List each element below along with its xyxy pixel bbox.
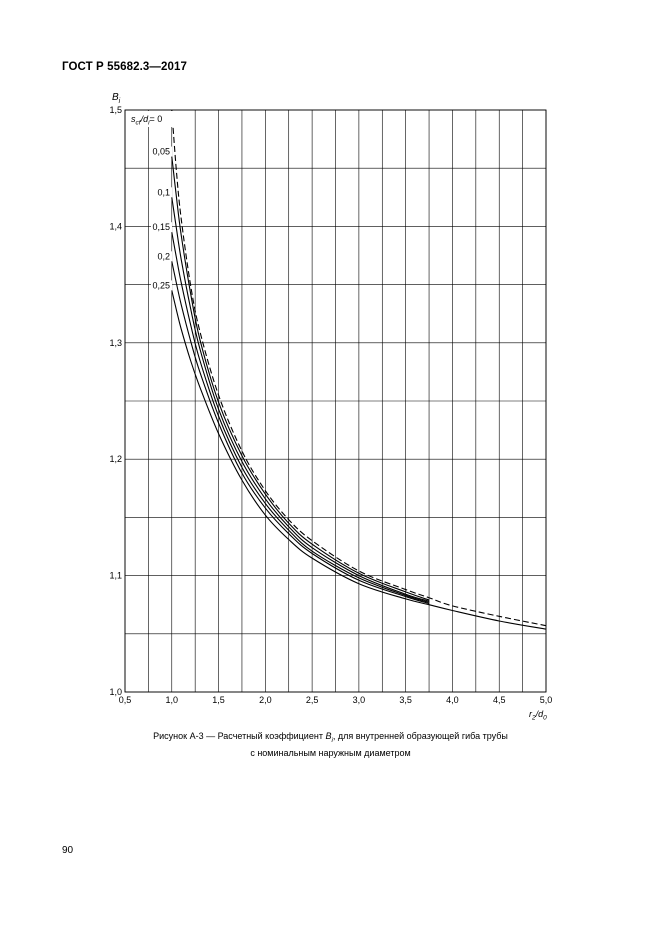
x-tick-label: 3,5 (399, 695, 412, 705)
caption-symbol: B (325, 731, 332, 741)
x-tick-label: 1,5 (212, 695, 225, 705)
document-number: ГОСТ Р 55682.3—2017 (62, 61, 187, 73)
series-line (171, 261, 430, 605)
series-line (171, 290, 547, 630)
caption-symbol-subscript: i (331, 736, 333, 744)
x-tick-label: 1,0 (166, 695, 179, 705)
grid (124, 109, 547, 693)
caption-line-1: Рисунок А-3 — Расчетный коэффициент Bi, … (153, 731, 508, 744)
curve-label: 0,1 (157, 187, 170, 197)
curve-label-background (151, 280, 172, 291)
curve-labels: 0,05 0,1 0,15 0,2 0,25 (151, 146, 172, 291)
legend-header: scf/di= 0 (131, 114, 162, 127)
plot-frame (124, 109, 547, 693)
y-tick-label: 1,3 (109, 338, 122, 348)
page-number: 90 (62, 845, 74, 856)
y-tick-label: 1,2 (109, 454, 122, 464)
y-axis-label: Bi (112, 92, 121, 105)
curves (171, 109, 547, 630)
series-line (171, 197, 430, 602)
x-tick-label: 4,0 (446, 695, 459, 705)
curve-label: 0,15 (152, 222, 170, 232)
figure-caption: Рисунок А-3 — Расчетный коэффициент Bi, … (100, 730, 561, 759)
curve-label-background (151, 251, 172, 262)
curve-label: 0,2 (157, 251, 170, 261)
curve-label: 0,05 (152, 147, 170, 157)
x-tick-labels: 0,5 1,0 1,5 2,0 2,5 3,0 3,5 4,0 4,5 5,0 (119, 695, 553, 705)
y-tick-label: 1,1 (109, 571, 122, 581)
caption-line-2: с номинальным наружным диаметром (250, 747, 411, 758)
x-tick-label: 0,5 (119, 695, 132, 705)
series-line (171, 232, 430, 603)
curve-label: 0,25 (152, 280, 170, 290)
y-tick-label: 1,0 (109, 687, 122, 697)
legend-header-background (127, 111, 177, 127)
series-line (171, 156, 430, 601)
x-tick-label: 3,0 (353, 695, 366, 705)
y-tick-label: 1,4 (109, 221, 122, 231)
curve-label-background (151, 222, 172, 233)
x-tick-label: 4,5 (493, 695, 506, 705)
x-tick-label: 5,0 (540, 695, 553, 705)
curve-label-background (151, 146, 172, 157)
y-tick-label: 1,5 (109, 105, 122, 115)
x-tick-label: 2,0 (259, 695, 272, 705)
y-tick-labels: 1,0 1,1 1,2 1,3 1,4 1,5 (109, 105, 122, 697)
x-axis-label: r2/d0 (529, 709, 547, 722)
x-tick-label: 2,5 (306, 695, 319, 705)
curve-label-background (151, 187, 172, 198)
series-line (171, 109, 547, 627)
